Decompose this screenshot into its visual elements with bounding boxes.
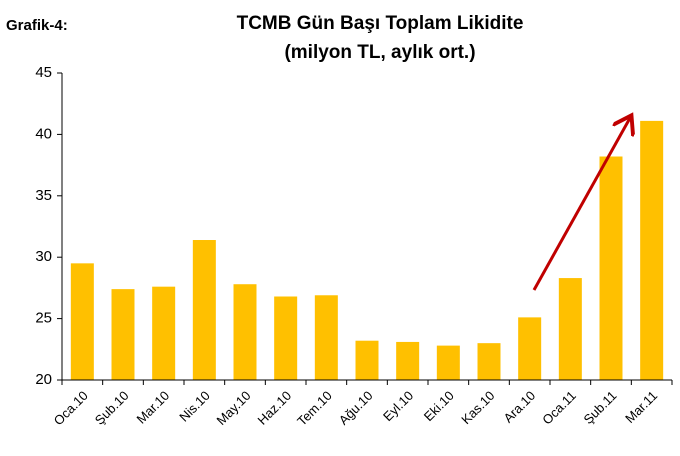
y-tick-label: 25 <box>35 310 52 327</box>
bar <box>599 156 623 380</box>
bar <box>70 263 94 380</box>
x-tick-label: May.10 <box>213 388 253 428</box>
chart-title: TCMB Gün Başı Toplam Likidite <box>237 13 524 34</box>
x-tick-label: Kas.10 <box>458 388 497 427</box>
x-tick-label: Şub.10 <box>92 388 132 428</box>
bar <box>518 317 542 380</box>
x-tick-label: Tem.10 <box>294 388 335 429</box>
x-tick-label: Eki.10 <box>421 388 457 424</box>
bar <box>152 286 176 380</box>
x-tick-label: Oca.10 <box>51 388 91 428</box>
x-tick-label: Oca.11 <box>539 388 579 428</box>
bar <box>233 284 257 380</box>
y-tick-label: 35 <box>35 187 52 204</box>
y-tick-label: 45 <box>35 64 52 81</box>
y-tick-label: 20 <box>35 371 52 388</box>
bar <box>274 296 298 380</box>
chart-label: Grafik-4: <box>6 17 68 34</box>
bar <box>477 343 501 380</box>
chart-subtitle: (milyon TL, aylık ort.) <box>284 42 475 63</box>
bar <box>558 278 582 380</box>
x-tick-label: Mar.10 <box>134 388 173 427</box>
bar <box>355 340 379 380</box>
x-tick-label: Şub.11 <box>580 388 619 427</box>
bar <box>436 345 460 380</box>
bar <box>396 341 420 380</box>
bar <box>111 289 135 380</box>
y-tick-label: 30 <box>35 248 52 265</box>
bar <box>640 120 664 380</box>
bar <box>314 295 338 380</box>
x-tick-label: Mar.11 <box>622 388 660 426</box>
bar <box>192 240 216 380</box>
y-tick-label: 40 <box>35 125 52 142</box>
x-tick-label: Nis.10 <box>176 388 213 425</box>
x-tick-label: Haz.10 <box>254 388 294 428</box>
x-tick-label: Ara.10 <box>501 388 539 426</box>
x-tick-label: Eyl.10 <box>380 388 416 424</box>
trend-arrow <box>532 118 630 291</box>
x-tick-label: Ağu.10 <box>336 388 376 428</box>
